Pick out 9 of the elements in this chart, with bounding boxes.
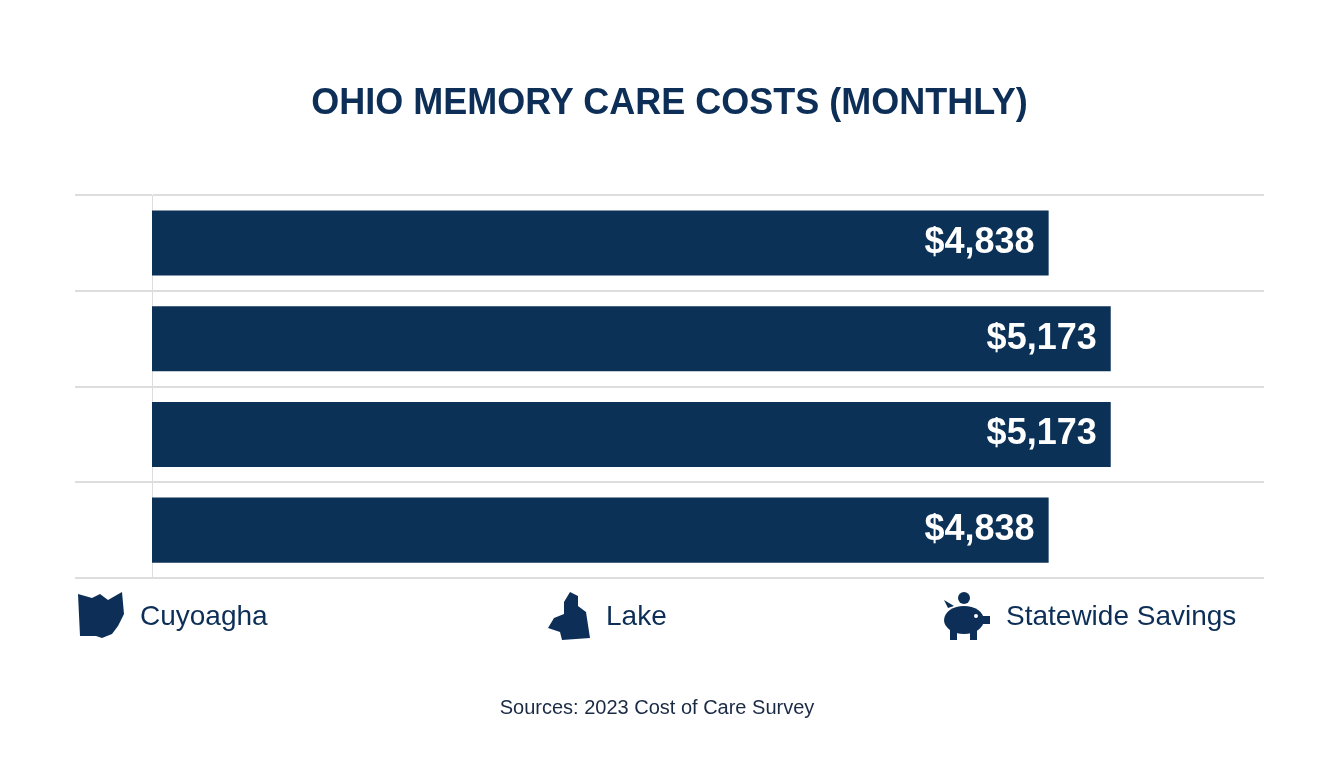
text: Lake	[606, 600, 667, 632]
chart-title: OHIO MEMORY CARE COSTS (MONTHLY)	[311, 80, 1028, 122]
data-label: $5,173	[986, 315, 1097, 357]
source-note: Sources: 2023 Cost of Care Survey	[498, 696, 816, 719]
data-label: $5,173	[986, 411, 1097, 453]
data-label: $4,838	[924, 219, 1035, 261]
text: Cuyoagha	[140, 600, 268, 632]
text: Statewide Savings	[1006, 600, 1237, 632]
data-label: $4,838	[924, 507, 1035, 549]
